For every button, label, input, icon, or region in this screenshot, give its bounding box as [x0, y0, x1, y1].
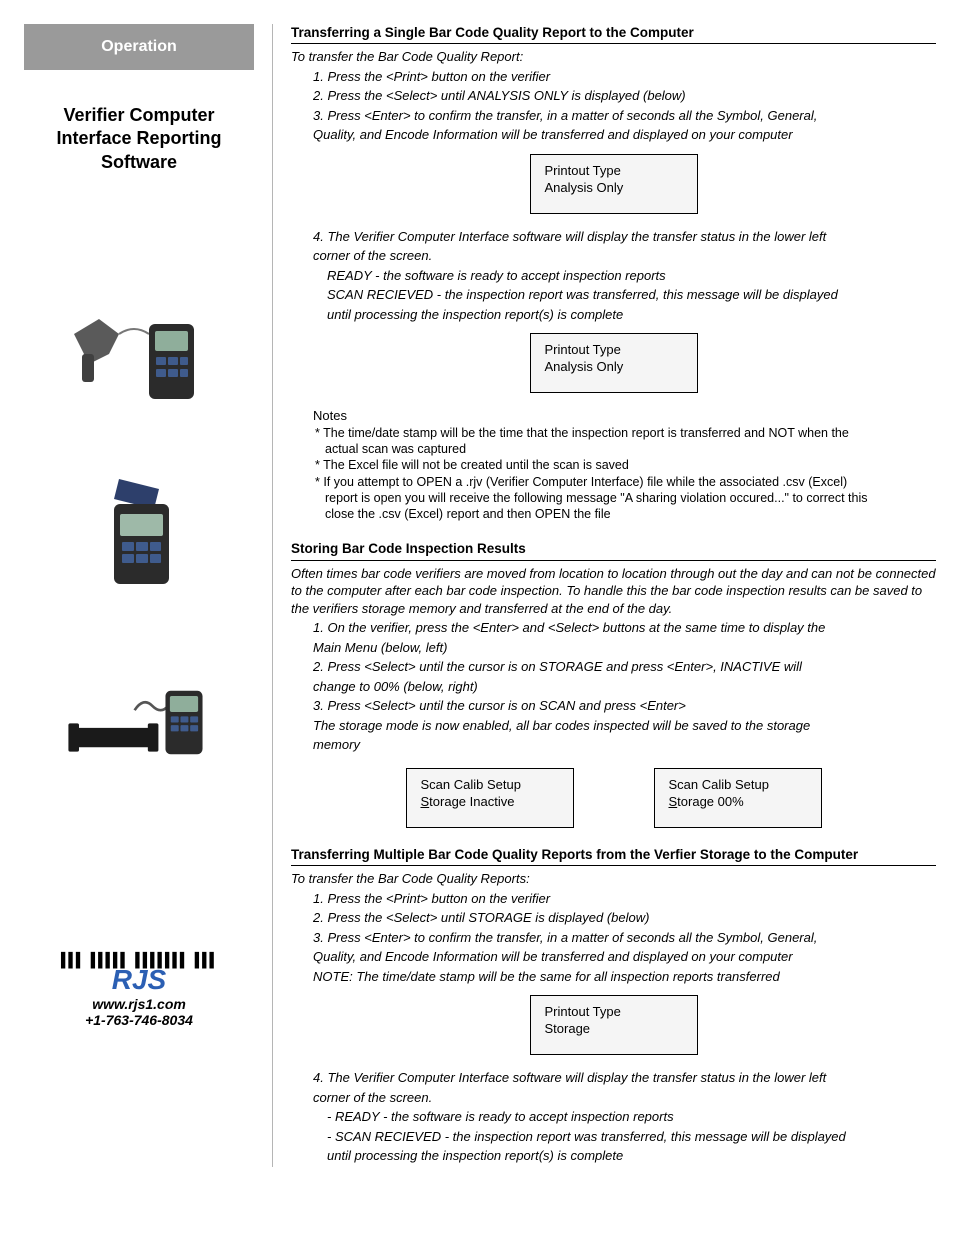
section1-ready: READY - the software is ready to accept …	[327, 267, 936, 285]
note-1b: actual scan was captured	[325, 441, 936, 457]
section2-step3: 3. Press <Select> until the cursor is on…	[313, 697, 936, 715]
sidebar: Operation Verifier Computer Interface Re…	[24, 24, 254, 1167]
page: Operation Verifier Computer Interface Re…	[24, 24, 936, 1167]
section1-intro: To transfer the Bar Code Quality Report:	[291, 48, 936, 66]
section3-scan-b: until processing the inspection report(s…	[327, 1147, 936, 1165]
section1-step1: 1. Press the <Print> button on the verif…	[313, 68, 936, 86]
lcd-box-3: Printout Type Storage	[530, 995, 698, 1055]
section2-steptail2: memory	[313, 736, 936, 754]
lcd-box-1: Printout Type Analysis Only	[530, 154, 698, 214]
device-figure-1	[64, 294, 214, 424]
section2-steptail1: The storage mode is now enabled, all bar…	[313, 717, 936, 735]
lcd-line: Printout Type	[545, 163, 687, 180]
note-2: * The Excel file will not be created unt…	[325, 457, 936, 473]
section1-scan-b: until processing the inspection report(s…	[327, 306, 936, 324]
lcd-pair: Scan Calib Setup Storage Inactive Scan C…	[291, 768, 936, 828]
note-1a: * The time/date stamp will be the time t…	[325, 425, 936, 441]
section1-step3a: 3. Press <Enter> to confirm the transfer…	[313, 107, 936, 125]
lcd-box-right: Scan Calib Setup Storage 00%	[654, 768, 822, 828]
note-3a: * If you attempt to OPEN a .rjv (Verifie…	[325, 474, 936, 490]
lcd-line: Scan Calib Setup	[421, 777, 563, 794]
note-3b: report is open you will receive the foll…	[325, 490, 936, 506]
notes-label: Notes	[313, 407, 936, 425]
sidebar-title: Verifier Computer Interface Reporting So…	[24, 104, 254, 174]
section2-step2b: change to 00% (below, right)	[313, 678, 936, 696]
section1-step3b: Quality, and Encode Information will be …	[313, 126, 936, 144]
operation-banner: Operation	[24, 24, 254, 70]
lcd-line: Printout Type	[545, 342, 687, 359]
section1-scan-a: SCAN RECIEVED - the inspection report wa…	[327, 286, 936, 304]
section3-ready: - READY - the software is ready to accep…	[327, 1108, 936, 1126]
sidebar-title-line: Interface Reporting	[24, 127, 254, 150]
sidebar-title-line: Verifier Computer	[24, 104, 254, 127]
section2-heading: Storing Bar Code Inspection Results	[291, 540, 936, 560]
section3-step1: 1. Press the <Print> button on the verif…	[313, 890, 936, 908]
lcd-box-2: Printout Type Analysis Only	[530, 333, 698, 393]
lcd-line: Storage 00%	[669, 794, 811, 811]
rjs-logo: RJS	[24, 966, 254, 994]
section3-scan-a: - SCAN RECIEVED - the inspection report …	[327, 1128, 936, 1146]
section3-intro: To transfer the Bar Code Quality Reports…	[291, 870, 936, 888]
lcd-line: Analysis Only	[545, 180, 687, 197]
sidebar-title-line: Software	[24, 151, 254, 174]
section3-step4a: 4. The Verifier Computer Interface softw…	[313, 1069, 936, 1087]
section1-step4b: corner of the screen.	[313, 247, 936, 265]
section3-note: NOTE: The time/date stamp will be the sa…	[313, 968, 936, 986]
section2-para: Often times bar code verifiers are moved…	[291, 565, 936, 618]
section3-step3a: 3. Press <Enter> to confirm the transfer…	[313, 929, 936, 947]
section3-step4b: corner of the screen.	[313, 1089, 936, 1107]
lcd-line: Printout Type	[545, 1004, 687, 1021]
device-figure-2	[64, 474, 214, 604]
lcd-box-left: Scan Calib Setup Storage Inactive	[406, 768, 574, 828]
footer-logo-block: ▌▌▌ ▌▌▌▌▌ ▌▌▌▌▌▌▌ ▌▌▌ RJS www.rjs1.com +…	[24, 954, 254, 1028]
section3-step2: 2. Press the <Select> until STORAGE is d…	[313, 909, 936, 927]
lcd-line: Storage Inactive	[421, 794, 563, 811]
main-content: Transferring a Single Bar Code Quality R…	[272, 24, 936, 1167]
footer-url: www.rjs1.com	[24, 996, 254, 1012]
section1-step4a: 4. The Verifier Computer Interface softw…	[313, 228, 936, 246]
device-figure-3	[64, 654, 214, 784]
section1-heading: Transferring a Single Bar Code Quality R…	[291, 24, 936, 44]
section2-step1a: 1. On the verifier, press the <Enter> an…	[313, 619, 936, 637]
section2-step2a: 2. Press <Select> until the cursor is on…	[313, 658, 936, 676]
footer-phone: +1-763-746-8034	[24, 1012, 254, 1028]
lcd-line: Storage	[545, 1021, 687, 1038]
section2-step1b: Main Menu (below, left)	[313, 639, 936, 657]
lcd-line: Scan Calib Setup	[669, 777, 811, 794]
section3-step3b: Quality, and Encode Information will be …	[313, 948, 936, 966]
note-3c: close the .csv (Excel) report and then O…	[325, 506, 936, 522]
section1-step2: 2. Press the <Select> until ANALYSIS ONL…	[313, 87, 936, 105]
section3-heading: Transferring Multiple Bar Code Quality R…	[291, 846, 936, 866]
lcd-line: Analysis Only	[545, 359, 687, 376]
